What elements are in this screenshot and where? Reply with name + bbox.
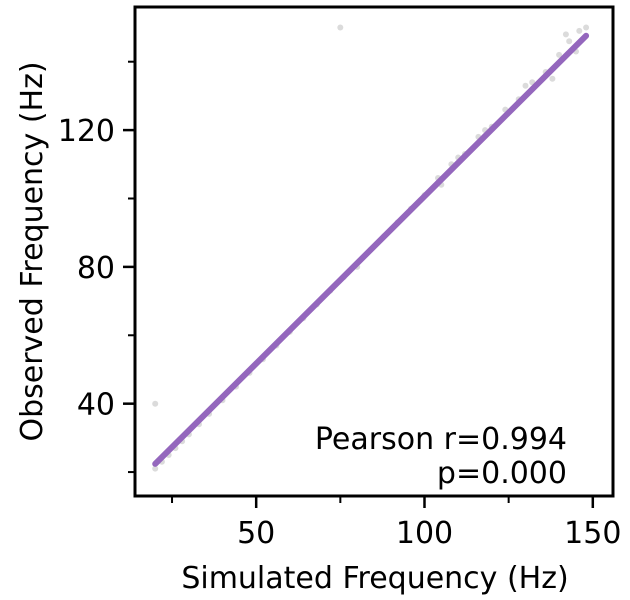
scatter-point	[566, 38, 573, 45]
scatter-point	[562, 31, 569, 38]
pearson-r-annotation: Pearson r=0.994	[315, 422, 567, 457]
x-tick-label: 100	[396, 516, 453, 551]
scatter-point	[549, 75, 556, 82]
y-tick-label: 80	[77, 251, 115, 286]
x-tick-label: 150	[564, 516, 621, 551]
x-axis-title: Simulated Frequency (Hz)	[181, 561, 568, 596]
y-tick-label: 120	[58, 114, 115, 149]
scatter-point	[152, 465, 159, 472]
x-tick-label: 50	[237, 516, 275, 551]
scatter-point	[583, 24, 590, 31]
fit-line	[152, 32, 590, 467]
axis-ticks: 50 100 150 40 80 120	[58, 60, 621, 551]
y-tick-label: 40	[77, 388, 115, 423]
scatter-point	[337, 24, 344, 31]
y-axis-title: Observed Frequency (Hz)	[15, 61, 50, 441]
scatter-point	[556, 51, 563, 58]
regression-fit	[152, 32, 590, 467]
plot-frame	[133, 5, 615, 498]
p-value-annotation: p=0.000	[437, 456, 567, 491]
scatter-point	[152, 400, 159, 407]
scatter-point	[522, 82, 529, 89]
scatter-point	[576, 27, 583, 34]
